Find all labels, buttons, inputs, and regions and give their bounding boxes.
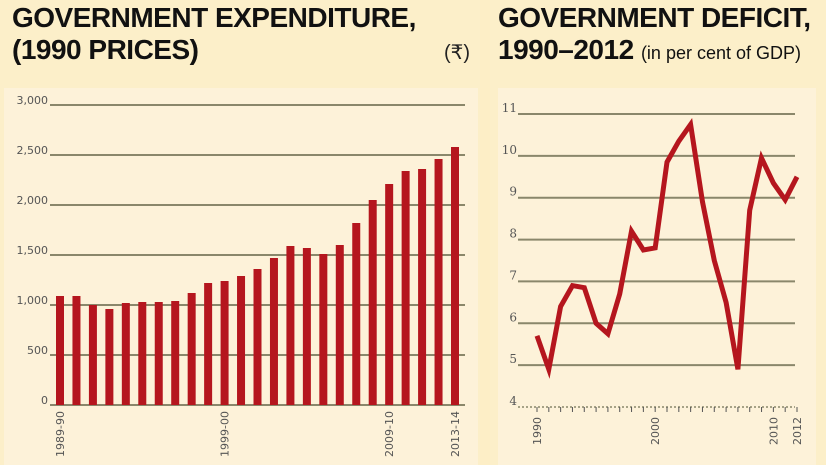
- deficit-subtitle: (in per cent of GDP): [640, 43, 801, 63]
- y-tick-label: 10: [502, 143, 517, 157]
- deficit-chart-title: GOVERNMENT DEFICIT, 1990–2012 (in per ce…: [498, 2, 811, 69]
- y-tick-label: 2,000: [17, 194, 49, 207]
- bar: [204, 283, 213, 405]
- bar: [319, 254, 328, 405]
- bar: [220, 281, 229, 405]
- bar: [385, 184, 394, 405]
- y-tick-label: 2,500: [17, 144, 49, 157]
- bar: [368, 200, 377, 405]
- deficit-series-line: [534, 118, 800, 379]
- bar: [434, 159, 443, 405]
- x-tick-label: 2009-10: [383, 411, 396, 457]
- deficit-line-chart: 4 5 6 7 8 9 10 11 1990 2000 2010 2012: [502, 101, 804, 445]
- x-tick-label: 2013-14: [449, 411, 462, 457]
- y-tick-label: 1,000: [17, 294, 49, 307]
- deficit-panel: GOVERNMENT DEFICIT, 1990–2012 (in per ce…: [490, 0, 826, 465]
- bar: [187, 293, 196, 405]
- bar: [138, 302, 147, 405]
- expenditure-panel: GOVERNMENT EXPENDITURE, (1990 PRICES) (₹…: [4, 2, 478, 465]
- bar: [335, 245, 344, 405]
- deficit-title-line1: GOVERNMENT DEFICIT,: [498, 2, 811, 33]
- x-tick-label: 2000: [649, 417, 662, 445]
- bar: [121, 303, 130, 405]
- deficit-plot-area: [498, 88, 816, 465]
- bar: [72, 296, 81, 405]
- bar: [418, 169, 427, 405]
- bar: [401, 171, 410, 405]
- y-tick-label: 4: [509, 394, 517, 408]
- x-tick-label: 2012: [791, 417, 804, 445]
- expenditure-title-line2: (1990 PRICES): [12, 34, 199, 65]
- bar: [286, 246, 295, 405]
- x-tick-label: 2010: [767, 417, 780, 445]
- currency-unit-label: (₹): [443, 42, 470, 64]
- bar: [171, 301, 180, 405]
- x-tick-label: 1989-90: [54, 411, 67, 457]
- expenditure-chart-title: GOVERNMENT EXPENDITURE, (1990 PRICES): [12, 2, 416, 66]
- x-tick-label: 1990: [531, 417, 544, 445]
- y-tick-label: 500: [27, 344, 48, 357]
- bar: [269, 258, 278, 405]
- y-tick-label: 8: [509, 227, 517, 241]
- y-tick-label: 0: [41, 394, 48, 407]
- bar: [105, 309, 114, 405]
- y-tick-label: 1,500: [17, 244, 49, 257]
- bar: [352, 223, 361, 405]
- expenditure-bar-chart: 0 500 1,000 1,500 2,000 2,500 3,000 1989-90 1999…: [17, 94, 465, 457]
- y-tick-label: 9: [509, 185, 517, 199]
- deficit-title-line2: 1990–2012: [498, 34, 634, 65]
- y-tick-label: 3,000: [17, 94, 49, 107]
- x-tick-label: 1999-00: [219, 411, 232, 457]
- y-tick-label: 5: [509, 352, 517, 366]
- bar: [154, 302, 163, 405]
- y-tick-label: 7: [509, 268, 517, 282]
- bar: [451, 147, 459, 405]
- bar: [237, 276, 246, 405]
- y-tick-label: 6: [509, 310, 517, 324]
- bar: [56, 296, 64, 405]
- bar: [253, 269, 262, 405]
- bar: [88, 305, 97, 405]
- expenditure-title-line1: GOVERNMENT EXPENDITURE,: [12, 2, 416, 33]
- bar: [302, 248, 311, 405]
- y-tick-label: 11: [502, 101, 517, 115]
